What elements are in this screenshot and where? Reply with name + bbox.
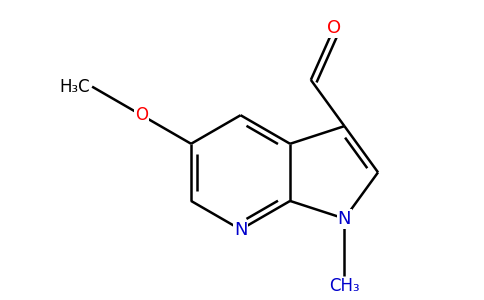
Text: O: O — [327, 19, 341, 37]
Text: CH₃: CH₃ — [329, 278, 360, 296]
Text: O: O — [135, 106, 148, 124]
Text: H₃C: H₃C — [60, 78, 91, 96]
Text: N: N — [338, 210, 351, 228]
Text: N: N — [234, 220, 247, 238]
